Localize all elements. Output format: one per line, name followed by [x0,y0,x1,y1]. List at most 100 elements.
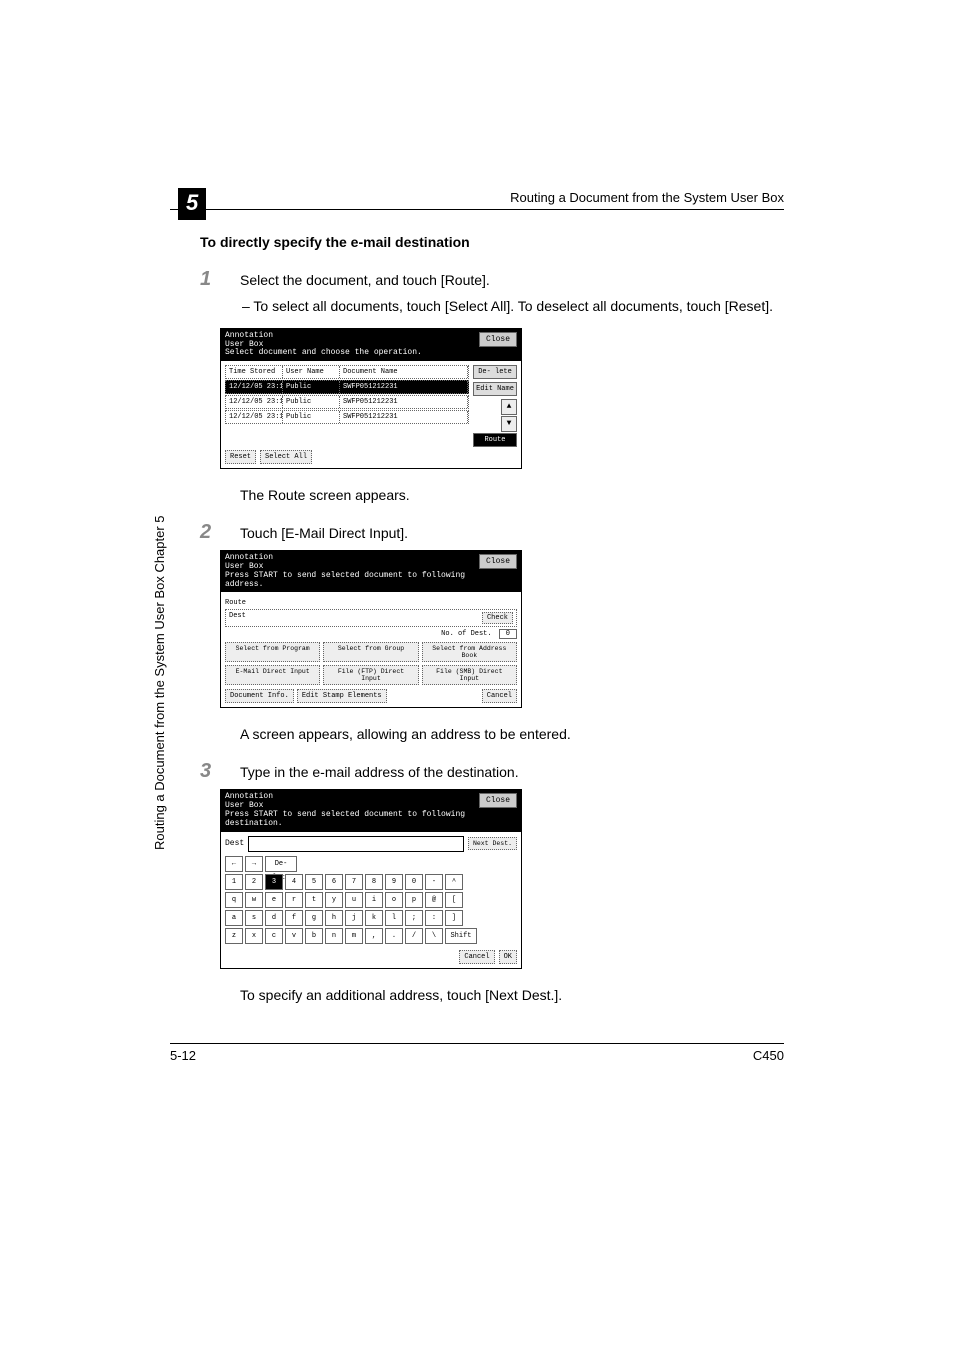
key-^[interactable]: ^ [445,874,463,890]
key-7[interactable]: 7 [345,874,363,890]
running-header: Routing a Document from the System User … [170,190,784,210]
edit-stamp-button[interactable]: Edit Stamp Elements [297,689,387,703]
key--[interactable]: - [425,874,443,890]
model-number: C450 [753,1048,784,1063]
no-of-dest-label: No. of Dest. [441,630,491,638]
step-1-substep: – To select all documents, touch [Select… [260,297,784,316]
key-9[interactable]: 9 [385,874,403,890]
scroll-up-icon[interactable]: ▲ [501,399,517,415]
key-b[interactable]: b [305,928,323,944]
document-info-button[interactable]: Document Info. [225,689,294,703]
key-j[interactable]: j [345,910,363,926]
key-p[interactable]: p [405,892,423,908]
page-number: 5-12 [170,1048,196,1063]
key-0[interactable]: 0 [405,874,423,890]
key-m[interactable]: m [345,928,363,944]
key-f[interactable]: f [285,910,303,926]
step-1-text: Select the document, and touch [Route]. [240,268,490,291]
key-8[interactable]: 8 [365,874,383,890]
key-h[interactable]: h [325,910,343,926]
key-v[interactable]: v [285,928,303,944]
delete-key[interactable]: De- lete [265,856,297,872]
chapter-number: 5 [178,188,206,220]
check-button[interactable]: Check [482,612,513,624]
key-,[interactable]: , [365,928,383,944]
screen2-subtitle: Press START to send selected document to… [225,572,479,590]
col-user-name: User Name [283,366,340,378]
file-smb-direct-input-button[interactable]: File (SMB) Direct Input [422,665,517,685]
route-button[interactable]: Route [473,433,517,447]
key-s[interactable]: s [245,910,263,926]
step-1-caption: The Route screen appears. [240,487,784,503]
table-row[interactable]: 12/12/05 23:19 Public SWFP051212231 [225,395,469,409]
table-row[interactable]: 12/12/05 23:19 Public SWFP051212231 [225,410,469,424]
table-row[interactable]: 12/12/05 23:19 Public SWFP051212231 [225,380,469,394]
key-;[interactable]: ; [405,910,423,926]
select-from-address-book-button[interactable]: Select from Address Book [422,642,517,662]
dest-label: Dest [229,612,246,624]
section-title: To directly specify the e-mail destinati… [200,234,784,250]
key-][interactable]: ] [445,910,463,926]
key-e[interactable]: e [265,892,283,908]
email-direct-input-button[interactable]: E-Mail Direct Input [225,665,320,685]
key-2[interactable]: 2 [245,874,263,890]
select-from-group-button[interactable]: Select from Group [323,642,418,662]
key-c[interactable]: c [265,928,283,944]
ok-button[interactable]: OK [499,950,517,964]
delete-button[interactable]: De- lete [473,365,517,379]
close-button[interactable]: Close [479,554,517,569]
select-all-button[interactable]: Select All [260,450,312,464]
arrow-right-key[interactable]: → [245,856,263,872]
screen1-subtitle: Select document and choose the operation… [225,349,422,358]
key-r[interactable]: r [285,892,303,908]
close-button[interactable]: Close [479,332,517,347]
key-o[interactable]: o [385,892,403,908]
key-5[interactable]: 5 [305,874,323,890]
key-y[interactable]: y [325,892,343,908]
next-dest-button[interactable]: Next Dest. [468,837,517,850]
shift-key[interactable]: Shift [445,928,477,944]
key-d[interactable]: d [265,910,283,926]
key-1[interactable]: 1 [225,874,243,890]
key-k[interactable]: k [365,910,383,926]
step-3-caption: To specify an additional address, touch … [240,987,784,1003]
select-from-program-button[interactable]: Select from Program [225,642,320,662]
key-6[interactable]: 6 [325,874,343,890]
key-u[interactable]: u [345,892,363,908]
key-/[interactable]: / [405,928,423,944]
key-n[interactable]: n [325,928,343,944]
step-1-number: 1 [200,268,220,291]
key-:[interactable]: : [425,910,443,926]
key-i[interactable]: i [365,892,383,908]
key-3[interactable]: 3 [265,874,283,890]
key-q[interactable]: q [225,892,243,908]
step-2-caption: A screen appears, allowing an address to… [240,726,784,742]
step-3-text: Type in the e-mail address of the destin… [240,760,519,783]
reset-button[interactable]: Reset [225,450,256,464]
key-4[interactable]: 4 [285,874,303,890]
key-a[interactable]: a [225,910,243,926]
key-t[interactable]: t [305,892,323,908]
screen3-title1: Annotation [225,793,479,802]
dest-input[interactable] [248,836,464,852]
key-g[interactable]: g [305,910,323,926]
cancel-button[interactable]: Cancel [459,950,494,964]
key-x[interactable]: x [245,928,263,944]
screen-route: Annotation User Box Press START to send … [220,550,522,708]
key-\[interactable]: \ [425,928,443,944]
key-@[interactable]: @ [425,892,443,908]
file-ftp-direct-input-button[interactable]: File (FTP) Direct Input [323,665,418,685]
key-z[interactable]: z [225,928,243,944]
key-w[interactable]: w [245,892,263,908]
cancel-button[interactable]: Cancel [482,689,517,703]
no-of-dest-value: 0 [499,629,517,639]
arrow-left-key[interactable]: ← [225,856,243,872]
key-l[interactable]: l [385,910,403,926]
edit-name-button[interactable]: Edit Name [473,382,517,396]
screen3-subtitle: Press START to send selected document to… [225,811,479,829]
key-[[interactable]: [ [445,892,463,908]
close-button[interactable]: Close [479,793,517,808]
scroll-down-icon[interactable]: ▼ [501,416,517,432]
key-.[interactable]: . [385,928,403,944]
step-2-number: 2 [200,521,220,544]
